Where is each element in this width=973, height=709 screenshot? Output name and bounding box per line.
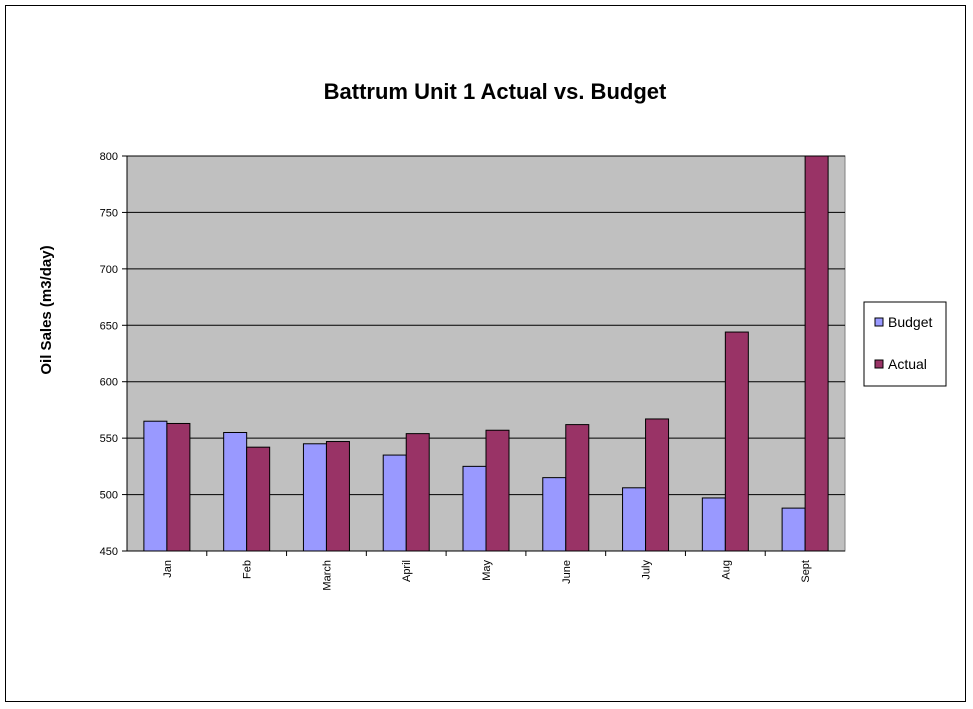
bar-actual-april (405, 433, 430, 552)
bar-budget-march (302, 443, 327, 552)
x-tick-label: Aug (720, 560, 732, 580)
bar-budget-april (382, 454, 407, 552)
bar-actual-june (565, 424, 590, 552)
chart-title: Battrum Unit 1 Actual vs. Budget (324, 79, 667, 104)
legend-label-actual: Actual (888, 356, 927, 372)
x-tick-label: Jan (162, 560, 174, 578)
x-tick-label: April (401, 560, 413, 582)
bar-budget-may (462, 465, 487, 552)
bar-budget-sept (781, 507, 806, 552)
x-tick-label: March (321, 560, 333, 591)
bar-actual-march (325, 441, 350, 552)
bar-actual-feb (246, 446, 271, 552)
legend: Budget Actual (863, 301, 947, 387)
x-tick-label: June (561, 560, 573, 584)
y-tick-label: 500 (100, 490, 118, 502)
legend-swatch-actual (874, 359, 884, 369)
legend-swatch-budget (874, 317, 884, 327)
bar-budget-feb (223, 432, 248, 552)
y-tick-label: 650 (100, 320, 118, 332)
bar-actual-may (485, 429, 510, 552)
legend-label-budget: Budget (888, 314, 932, 330)
bar-actual-sept (804, 155, 829, 552)
y-tick-label: 550 (100, 433, 118, 445)
y-tick-label: 800 (100, 151, 118, 163)
y-axis-label: Oil Sales (m3/day) (38, 245, 55, 374)
x-tick-label: July (641, 560, 653, 580)
bar-actual-jan (166, 422, 191, 552)
y-tick-label: 700 (100, 264, 118, 276)
bar-actual-july (645, 418, 670, 552)
x-tick-label: Sept (800, 560, 812, 583)
bar-budget-june (542, 477, 567, 552)
bar-budget-aug (701, 497, 726, 552)
x-tick-label: Feb (242, 560, 254, 579)
legend-box (863, 301, 947, 387)
y-tick-label: 750 (100, 207, 118, 219)
y-tick-label: 450 (100, 546, 118, 558)
y-tick-label: 600 (100, 377, 118, 389)
bar-budget-july (622, 487, 647, 552)
plot-area: 450 500 550 600 650 700 750 800 Jan Feb March April… (100, 151, 846, 591)
x-tick-label: May (481, 560, 493, 581)
bar-budget-jan (143, 420, 168, 552)
bar-actual-aug (724, 331, 749, 552)
